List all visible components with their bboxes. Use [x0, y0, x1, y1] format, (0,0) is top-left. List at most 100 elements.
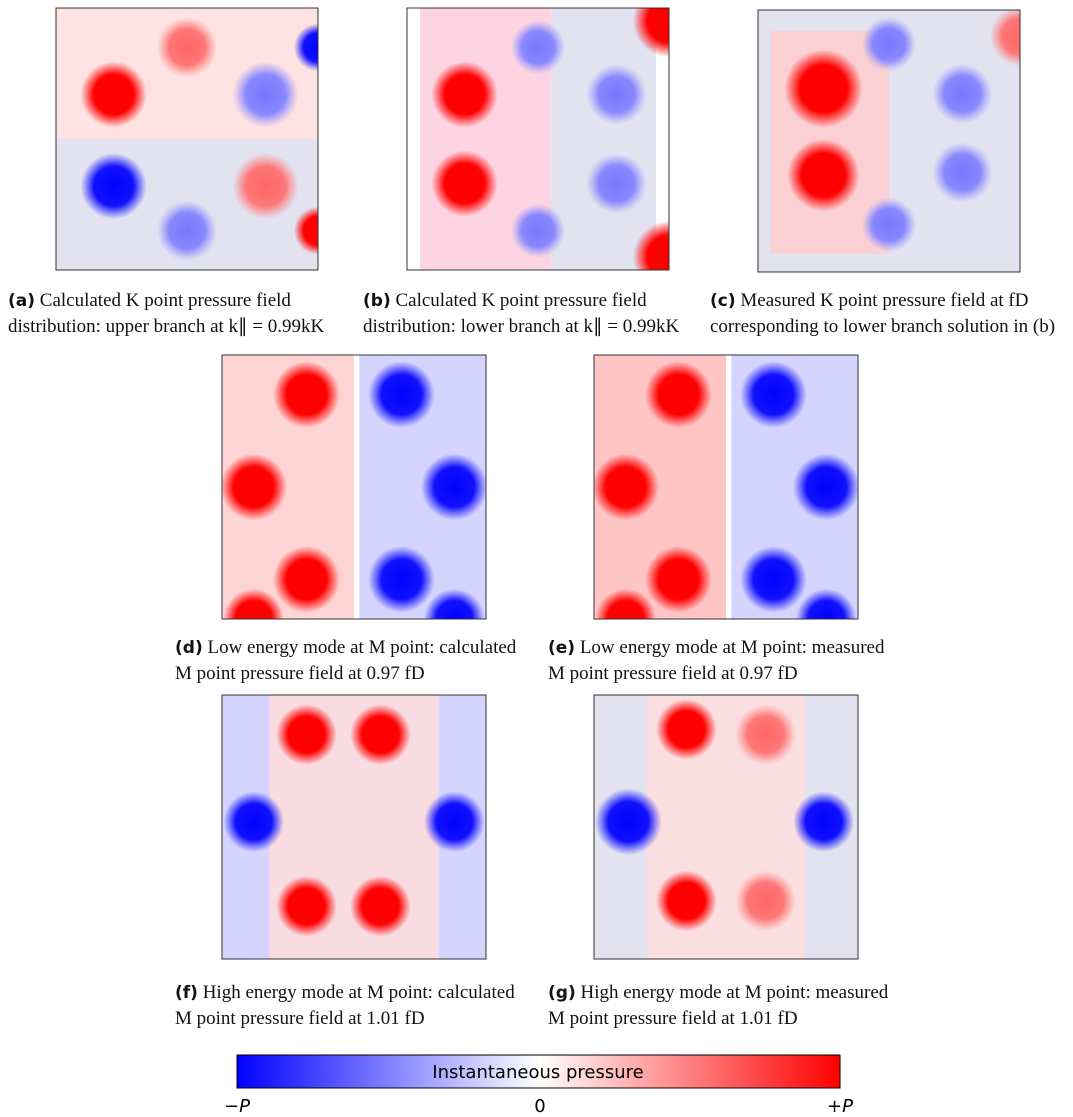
blob [350, 704, 411, 765]
field [407, 8, 669, 270]
blob [792, 453, 858, 521]
blob [595, 588, 657, 619]
colorbar-tick: 0 [534, 1096, 546, 1117]
blob [350, 875, 411, 937]
field [222, 695, 486, 959]
caption: (b) Calculated K point pressure field di… [363, 288, 713, 339]
blob [420, 453, 486, 521]
colorbar [236, 1054, 841, 1089]
blob [423, 791, 485, 853]
caption-tag: (c) [710, 291, 736, 311]
blob [632, 8, 669, 58]
blob [861, 197, 917, 252]
caption-tag: (g) [548, 983, 576, 1003]
caption-tag: (a) [8, 291, 36, 311]
frame [406, 7, 670, 271]
blob [156, 17, 218, 78]
blob [232, 153, 299, 220]
blob [80, 61, 147, 128]
blob [932, 63, 993, 124]
caption-text: High energy mode at M point: measured M … [548, 982, 889, 1029]
field-panel [55, 7, 319, 271]
blob [632, 220, 669, 270]
frame [221, 694, 487, 960]
caption: (f) High energy mode at M point: calcula… [175, 980, 525, 1031]
caption: (g) High energy mode at M point: measure… [548, 980, 898, 1031]
caption-tag: (f) [175, 983, 198, 1003]
field [594, 355, 858, 619]
frame [221, 354, 487, 620]
blob [368, 361, 435, 428]
blob [223, 588, 285, 619]
blob [431, 61, 498, 128]
blob [586, 64, 647, 125]
blob [232, 61, 299, 128]
frame [593, 354, 859, 620]
blob [368, 546, 435, 613]
blob [784, 49, 863, 128]
blob [586, 153, 647, 214]
caption-tag: (b) [363, 291, 391, 311]
colorbar-label: Instantaneous pressure [432, 1062, 643, 1083]
blob [156, 200, 218, 261]
field-panel [593, 354, 859, 620]
caption-text: Measured K point pressure field at fD co… [710, 290, 1056, 337]
blob [423, 588, 485, 619]
blob [793, 791, 855, 853]
caption: (d) Low energy mode at M point: calculat… [175, 635, 525, 686]
blob [594, 788, 662, 856]
colorbar-tick: −P [224, 1096, 250, 1117]
caption: (a) Calculated K point pressure field di… [8, 288, 358, 339]
blob [656, 698, 717, 760]
blob [510, 203, 566, 258]
field-panel [593, 694, 859, 960]
caption-text: High energy mode at M point: calculated … [175, 982, 515, 1029]
field [56, 8, 318, 270]
blob [510, 20, 566, 75]
blob [740, 546, 807, 613]
blob [932, 142, 993, 203]
frame [757, 9, 1021, 273]
caption-text: Calculated K point pressure field distri… [8, 290, 325, 337]
blob [80, 153, 147, 220]
caption-text: Low energy mode at M point: calculated M… [175, 637, 517, 684]
blob [735, 704, 796, 765]
blob [273, 546, 340, 613]
blob [989, 10, 1020, 67]
caption-tag: (d) [175, 638, 203, 658]
blob [735, 870, 796, 932]
caption-tag: (e) [548, 638, 576, 658]
field [758, 10, 1020, 272]
blob [222, 453, 288, 521]
field-panel [757, 9, 1021, 273]
blob [223, 791, 285, 853]
blob [645, 361, 712, 428]
blob [293, 23, 318, 72]
blob [431, 150, 498, 217]
blob [645, 546, 712, 613]
field-panel [221, 354, 487, 620]
frame [593, 694, 859, 960]
blob [740, 361, 807, 428]
caption: (e) Low energy mode at M point: measured… [548, 635, 898, 686]
blob [787, 138, 860, 212]
blob [594, 453, 660, 521]
blob [276, 704, 337, 765]
blob [795, 588, 857, 619]
blob [276, 875, 337, 937]
caption: (c) Measured K point pressure field at f… [710, 288, 1060, 339]
frame [55, 7, 319, 271]
field [222, 355, 486, 619]
blob [273, 361, 340, 428]
background [551, 8, 656, 270]
field-panel [406, 7, 670, 271]
blob [861, 16, 917, 72]
caption-text: Low energy mode at M point: measured M p… [548, 637, 885, 684]
field-panel [221, 694, 487, 960]
field [594, 695, 858, 959]
blob [293, 206, 318, 255]
colorbar-tick: +P [827, 1096, 853, 1117]
caption-text: Calculated K point pressure field distri… [363, 290, 680, 337]
